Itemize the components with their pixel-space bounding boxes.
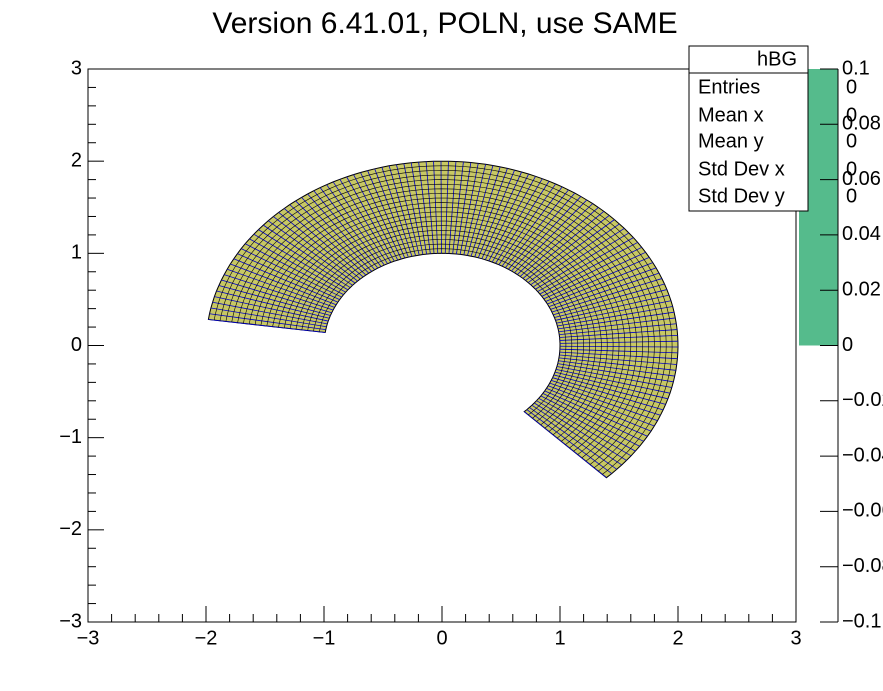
stats-label: Std Dev y: [698, 185, 785, 207]
bin-arc: [319, 248, 567, 416]
y-tick-label: −3: [59, 610, 82, 632]
bin-arc: [254, 197, 632, 452]
bin-arc: [289, 225, 596, 432]
stats-label: Mean x: [698, 104, 764, 126]
y-tick-label: 1: [71, 242, 82, 264]
y-tick-label: −1: [59, 426, 82, 448]
z-tick-label: 0.02: [842, 278, 881, 300]
z-tick-label: −0.08: [842, 555, 883, 577]
bin-arc: [213, 165, 673, 475]
stats-label: Std Dev x: [698, 158, 785, 180]
stats-label: Entries: [698, 76, 760, 98]
bin-arc: [219, 170, 667, 472]
x-tick-label: 1: [554, 627, 565, 649]
stats-value: 0: [846, 76, 857, 98]
x-tick-label: 2: [672, 627, 683, 649]
bin-arc: [266, 207, 620, 445]
bin-arc: [284, 220, 602, 436]
z-tick-label: 0.1: [842, 57, 870, 79]
x-tick-label: 0: [436, 627, 447, 649]
y-tick-label: −2: [59, 518, 82, 540]
y-tick-label: 3: [71, 57, 82, 79]
bin-arc: [313, 243, 573, 419]
bin-arc: [237, 183, 649, 462]
x-tick-label: −3: [77, 627, 100, 649]
chart-title: Version 6.41.01, POLN, use SAME: [212, 7, 677, 40]
bin-arc: [231, 179, 655, 465]
bin-arc: [243, 188, 643, 459]
z-tick-label: −0.02: [842, 389, 883, 411]
x-tick-label: 3: [790, 627, 801, 649]
stats-value: 0: [846, 185, 857, 207]
z-tick-label: 0.08: [842, 113, 881, 135]
stats-label: Mean y: [698, 130, 764, 152]
stats-value: 0: [846, 130, 857, 152]
x-tick-label: −1: [313, 627, 336, 649]
bin-arc: [307, 239, 578, 422]
z-tick-label: 0.06: [842, 168, 881, 190]
z-tick-label: 0.04: [842, 223, 881, 245]
z-tick-label: −0.1: [842, 610, 881, 632]
bin-arc: [260, 202, 626, 449]
z-tick-label: 0: [842, 334, 853, 356]
x-tick-label: −2: [195, 627, 218, 649]
y-tick-label: 2: [71, 149, 82, 171]
stats-value: 0: [846, 158, 857, 180]
bin-arc: [301, 234, 584, 426]
bin-arc: [248, 193, 638, 455]
stats-title: hBG: [757, 48, 797, 70]
bin-arc: [272, 211, 614, 442]
bin-arc: [225, 174, 661, 469]
y-tick-label: 0: [71, 334, 82, 356]
z-tick-label: −0.04: [842, 444, 883, 466]
bin-arc: [295, 230, 590, 429]
z-tick-label: −0.06: [842, 500, 883, 522]
bin-arc: [278, 216, 608, 439]
stats-value: 0: [846, 104, 857, 126]
